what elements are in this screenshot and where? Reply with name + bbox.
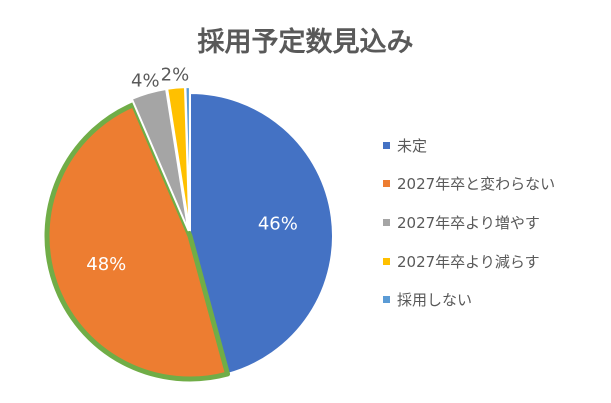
pie-slice-2 xyxy=(130,87,190,232)
legend-item-1: 2027年卒と変わらない xyxy=(383,165,555,204)
legend-swatch xyxy=(383,180,390,188)
legend: 未定 2027年卒と変わらない 2027年卒より増やす 2027年卒より減らす 採用しな… xyxy=(383,126,555,319)
legend-item-4: 採用しない xyxy=(383,280,555,319)
pie-slice-4 xyxy=(184,86,191,232)
data-label-0: 46% xyxy=(258,213,298,234)
pie-slice-1 xyxy=(44,102,231,382)
data-label-1: 48% xyxy=(86,254,126,275)
legend-swatch xyxy=(383,296,390,304)
legend-label: 2027年卒と変わらない xyxy=(397,175,556,194)
data-label-2: 4% xyxy=(131,70,160,91)
legend-label: 採用しない xyxy=(397,291,473,310)
legend-label: 2027年卒より減らす xyxy=(397,252,540,271)
pie-slice-0 xyxy=(189,92,334,375)
legend-swatch xyxy=(383,257,390,265)
legend-item-0: 未定 xyxy=(383,126,555,165)
legend-item-3: 2027年卒より減らす xyxy=(383,242,555,281)
chart-title: 採用予定数見込み xyxy=(197,27,414,58)
legend-label: 未定 xyxy=(397,136,428,155)
legend-label: 2027年卒より増やす xyxy=(397,213,540,232)
legend-swatch xyxy=(383,218,390,226)
legend-item-2: 2027年卒より増やす xyxy=(383,203,555,242)
data-label-3: 2% xyxy=(161,65,190,86)
legend-swatch xyxy=(383,141,390,149)
